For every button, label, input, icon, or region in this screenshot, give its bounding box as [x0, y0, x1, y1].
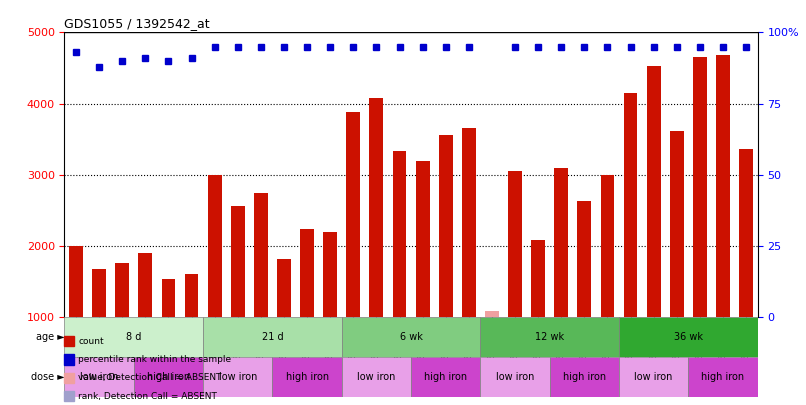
- Bar: [254, 193, 268, 317]
- Text: high iron: high iron: [701, 372, 745, 382]
- FancyBboxPatch shape: [480, 357, 550, 397]
- Text: GDS1055 / 1392542_at: GDS1055 / 1392542_at: [64, 17, 210, 30]
- Text: high iron: high iron: [424, 372, 467, 382]
- Bar: [161, 279, 176, 317]
- FancyBboxPatch shape: [688, 357, 758, 397]
- Bar: [393, 151, 406, 317]
- FancyBboxPatch shape: [203, 317, 342, 357]
- Bar: [739, 149, 753, 317]
- Bar: [485, 311, 499, 317]
- Text: low iron: low iron: [496, 372, 534, 382]
- Text: 12 wk: 12 wk: [535, 332, 564, 342]
- Bar: [693, 58, 707, 317]
- Bar: [69, 246, 83, 317]
- Bar: [277, 259, 291, 317]
- Bar: [416, 160, 430, 317]
- Bar: [369, 98, 384, 317]
- FancyBboxPatch shape: [480, 317, 619, 357]
- FancyBboxPatch shape: [550, 357, 619, 397]
- Bar: [139, 253, 152, 317]
- Text: 36 wk: 36 wk: [674, 332, 703, 342]
- Text: high iron: high iron: [147, 372, 190, 382]
- Bar: [462, 128, 476, 317]
- Bar: [92, 269, 106, 317]
- Text: low iron: low iron: [218, 372, 257, 382]
- Text: low iron: low iron: [357, 372, 396, 382]
- Text: percentile rank within the sample: percentile rank within the sample: [78, 355, 231, 364]
- Bar: [531, 240, 545, 317]
- Bar: [115, 263, 129, 317]
- Text: value, Detection Call = ABSENT: value, Detection Call = ABSENT: [78, 373, 222, 382]
- Text: dose ►: dose ►: [31, 372, 64, 382]
- FancyBboxPatch shape: [134, 357, 203, 397]
- Bar: [577, 201, 592, 317]
- Bar: [508, 171, 522, 317]
- Bar: [600, 175, 614, 317]
- FancyBboxPatch shape: [342, 317, 480, 357]
- Bar: [555, 168, 568, 317]
- FancyBboxPatch shape: [342, 357, 411, 397]
- Text: rank, Detection Call = ABSENT: rank, Detection Call = ABSENT: [78, 392, 217, 401]
- Bar: [624, 93, 638, 317]
- Bar: [185, 275, 198, 317]
- Bar: [438, 135, 453, 317]
- FancyBboxPatch shape: [619, 357, 688, 397]
- FancyBboxPatch shape: [64, 357, 134, 397]
- Bar: [646, 66, 661, 317]
- Text: age ►: age ►: [35, 332, 64, 342]
- FancyBboxPatch shape: [64, 317, 203, 357]
- Bar: [323, 232, 337, 317]
- Text: 6 wk: 6 wk: [400, 332, 422, 342]
- Text: high iron: high iron: [563, 372, 606, 382]
- Bar: [231, 206, 245, 317]
- Text: count: count: [78, 337, 104, 346]
- Text: low iron: low iron: [634, 372, 673, 382]
- Text: 8 d: 8 d: [126, 332, 142, 342]
- FancyBboxPatch shape: [619, 317, 758, 357]
- FancyBboxPatch shape: [203, 357, 272, 397]
- Text: high iron: high iron: [285, 372, 329, 382]
- Text: low iron: low iron: [80, 372, 118, 382]
- Bar: [670, 131, 683, 317]
- Bar: [208, 175, 222, 317]
- FancyBboxPatch shape: [411, 357, 480, 397]
- Text: 21 d: 21 d: [262, 332, 283, 342]
- Bar: [716, 55, 730, 317]
- Bar: [300, 229, 314, 317]
- FancyBboxPatch shape: [272, 357, 342, 397]
- Bar: [347, 112, 360, 317]
